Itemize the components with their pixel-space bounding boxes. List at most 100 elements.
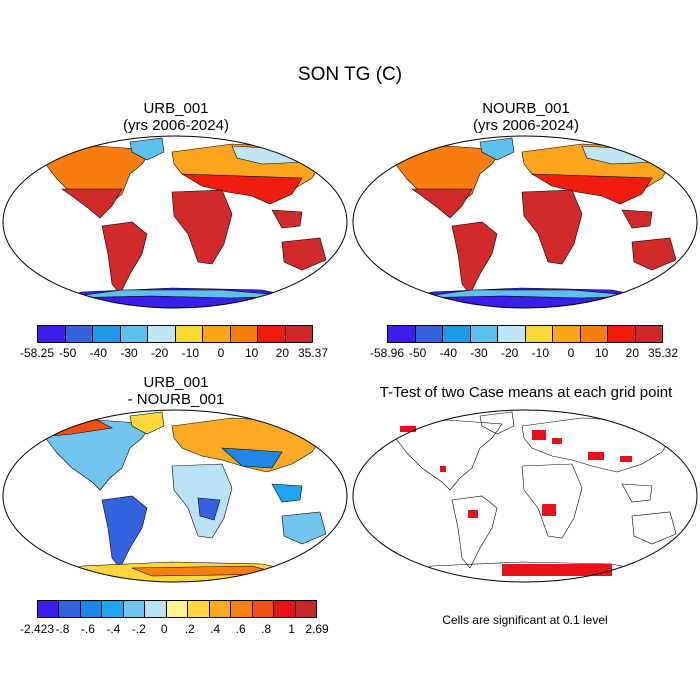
sig-cell xyxy=(588,452,604,460)
colorbar-swatch xyxy=(580,326,608,342)
colorbar-tick-label: .8 xyxy=(261,622,272,636)
africa-outline xyxy=(521,463,583,539)
colorbar-swatch xyxy=(388,326,416,342)
south-america xyxy=(101,221,148,295)
colorbar-tick-label: -58.25 xyxy=(19,346,55,360)
colorbar-swatch xyxy=(415,326,443,342)
south-america xyxy=(451,221,498,295)
sig-cell xyxy=(532,430,546,440)
colorbar-tick-label: .4 xyxy=(210,622,221,636)
sig-cell xyxy=(552,438,562,444)
panel-title-diff: URB_001 - NOURB_001 xyxy=(56,374,296,408)
panel-title-ttest: T-Test of two Case means at each grid po… xyxy=(356,384,696,401)
panel-title-nourb: NOURB_001 (yrs 2006-2024) xyxy=(406,100,646,134)
eurasia-south xyxy=(180,173,303,205)
colorbar-swatch xyxy=(148,326,176,342)
south-america-outline xyxy=(451,495,498,569)
colorbar-tick-label: 2.69 xyxy=(305,622,329,636)
north-america-south xyxy=(61,188,123,219)
colorbar-tick-label: -10 xyxy=(181,346,199,360)
colorbar-tick-label: 20 xyxy=(275,346,290,360)
colorbar-swatch xyxy=(166,601,189,617)
colorbar-tick-label: -30 xyxy=(470,346,488,360)
colorbar-swatch xyxy=(230,326,258,342)
colorbar-swatch xyxy=(188,601,210,617)
colorbar-swatch xyxy=(635,326,662,342)
colorbar-swatch xyxy=(65,326,93,342)
colorbar-swatch xyxy=(285,326,312,342)
map-nourb xyxy=(352,135,698,309)
map-urb xyxy=(2,135,348,309)
colorbar-swatch xyxy=(203,326,231,342)
panel-title-urb-line2: (yrs 2006-2024) xyxy=(123,117,229,134)
panel-title-nourb-line2: (yrs 2006-2024) xyxy=(473,117,579,134)
colorbar-tick-label: -40 xyxy=(89,346,107,360)
africa-cool xyxy=(197,497,221,521)
colorbar-tick-label: .6 xyxy=(235,622,246,636)
colorbar-tick-label: -.8 xyxy=(55,622,70,636)
greenland xyxy=(479,137,515,161)
colorbar-tick-label: -40 xyxy=(439,346,457,360)
colorbar-tick-label: 0 xyxy=(567,346,575,360)
colorbar-nourb-labels: -58.96 -50 -40 -30 -20 -10 0 10 20 35.32 xyxy=(370,346,678,362)
colorbar-swatch xyxy=(470,326,498,342)
colorbar-swatch xyxy=(295,601,317,617)
north-america-south xyxy=(411,188,473,219)
colorbar-diff xyxy=(37,600,317,618)
australia xyxy=(281,511,327,545)
southeast-asia xyxy=(271,483,303,503)
southeast-asia xyxy=(621,209,653,229)
colorbar-tick-label: -.2 xyxy=(131,622,146,636)
panel-title-diff-line2: - NOURB_001 xyxy=(127,391,225,408)
colorbar-swatch xyxy=(38,326,66,342)
australia xyxy=(281,237,327,271)
sig-cell xyxy=(542,504,556,516)
sig-cell xyxy=(620,456,632,462)
colorbar-swatch xyxy=(231,601,253,617)
colorbar-tick-label: -10 xyxy=(531,346,549,360)
colorbar-swatch xyxy=(175,326,203,342)
colorbar-tick-label: 0 xyxy=(160,622,168,636)
colorbar-tick-label: 0 xyxy=(217,346,225,360)
sig-cell xyxy=(400,426,416,432)
significant-cells xyxy=(400,426,632,576)
sig-cell xyxy=(468,510,478,518)
colorbar-tick-label: -30 xyxy=(120,346,138,360)
colorbar-urb-labels: -58.25 -50 -40 -30 -20 -10 0 10 20 35.37 xyxy=(20,346,328,362)
australia xyxy=(631,237,677,271)
africa xyxy=(521,189,583,265)
colorbar-tick-label: -2.423 xyxy=(19,622,55,636)
panel-title-diff-line1: URB_001 xyxy=(143,374,209,391)
colorbar-tick-label: -20 xyxy=(150,346,169,360)
eurasia-south xyxy=(530,173,653,205)
colorbar-swatch xyxy=(123,601,146,617)
colorbar-swatch xyxy=(498,326,526,342)
colorbar-tick-label: -58.96 xyxy=(369,346,405,360)
colorbar-tick-label: .2 xyxy=(184,622,195,636)
colorbar-tick-label: -50 xyxy=(408,346,427,360)
colorbar-tick-label: 35.32 xyxy=(647,346,679,360)
sig-cell xyxy=(440,466,446,472)
colorbar-swatch xyxy=(38,601,60,617)
colorbar-tick-label: 20 xyxy=(625,346,640,360)
panel-title-urb-line1: URB_001 xyxy=(143,100,209,117)
greenland xyxy=(129,137,165,161)
colorbar-swatch xyxy=(553,326,581,342)
colorbar-tick-label: -.6 xyxy=(80,622,95,636)
colorbar-swatch xyxy=(102,601,124,617)
sig-cell xyxy=(502,564,612,576)
southeast-asia-outline xyxy=(621,483,653,503)
greenland-outline xyxy=(479,411,515,435)
panel-title-urb: URB_001 (yrs 2006-2024) xyxy=(56,100,296,134)
colorbar-swatch xyxy=(443,326,471,342)
page-title: SON TG (C) xyxy=(297,64,403,85)
colorbar-swatch xyxy=(525,326,553,342)
colorbar-swatch xyxy=(59,601,81,617)
eurasia-cool xyxy=(221,447,283,469)
colorbar-swatch xyxy=(145,601,167,617)
panel-title-nourb-line1: NOURB_001 xyxy=(482,100,570,117)
colorbar-swatch xyxy=(252,601,275,617)
africa xyxy=(171,189,233,265)
southeast-asia xyxy=(271,209,303,229)
north-america-outline xyxy=(391,419,503,491)
